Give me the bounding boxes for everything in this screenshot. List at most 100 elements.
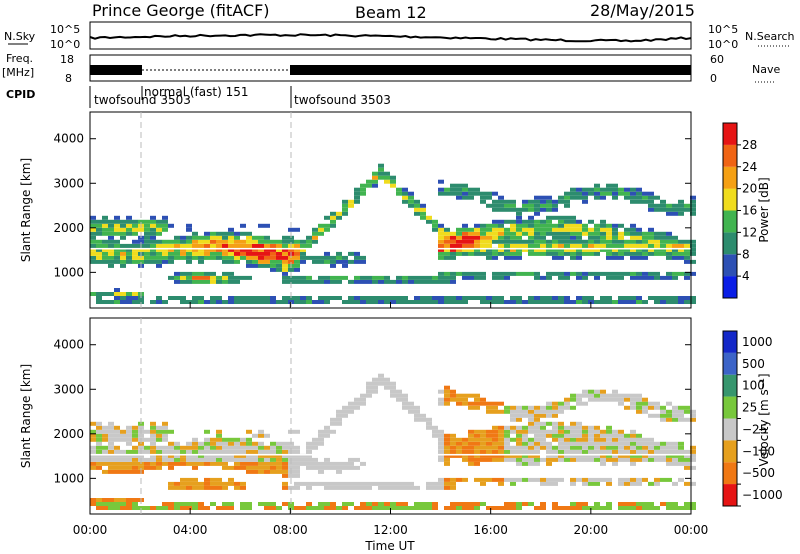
power-cell bbox=[678, 199, 684, 204]
power-cell bbox=[630, 271, 636, 276]
velocity-cell bbox=[486, 441, 492, 446]
power-cell bbox=[174, 239, 180, 244]
velocity-cell bbox=[642, 405, 648, 410]
velocity-cell bbox=[126, 506, 132, 510]
velocity-cell bbox=[174, 506, 180, 510]
velocity-cell bbox=[612, 397, 618, 402]
power-cell bbox=[204, 235, 210, 240]
power-ytick-label: 4000 bbox=[53, 132, 84, 146]
velocity-cell bbox=[156, 449, 162, 454]
power-cell bbox=[648, 243, 654, 248]
power-cell bbox=[204, 251, 210, 256]
velocity-cell bbox=[162, 453, 168, 458]
velocity-cell bbox=[600, 457, 606, 462]
velocity-cell bbox=[132, 457, 138, 462]
power-cell bbox=[132, 255, 138, 260]
power-cell bbox=[102, 259, 108, 264]
velocity-cell bbox=[558, 421, 564, 426]
velocity-cell bbox=[588, 433, 594, 438]
velocity-cell bbox=[546, 433, 552, 438]
velocity-cell bbox=[318, 437, 324, 442]
velocity-cell bbox=[522, 457, 528, 462]
velocity-cell bbox=[504, 457, 510, 462]
velocity-cell bbox=[204, 449, 210, 454]
power-cell bbox=[504, 235, 510, 240]
velocity-cell bbox=[606, 393, 612, 398]
velocity-cell bbox=[666, 417, 672, 422]
velocity-cell bbox=[450, 445, 456, 450]
power-cell bbox=[618, 191, 624, 196]
power-cell bbox=[678, 251, 684, 256]
power-cell bbox=[222, 275, 228, 280]
power-cell bbox=[222, 271, 228, 276]
power-cell bbox=[336, 296, 342, 300]
velocity-cell bbox=[216, 506, 222, 510]
velocity-cell bbox=[480, 457, 486, 462]
velocity-cell bbox=[198, 481, 204, 486]
power-cell bbox=[324, 275, 330, 280]
velocity-cell bbox=[630, 502, 636, 506]
power-cell bbox=[618, 247, 624, 252]
power-cell bbox=[240, 247, 246, 252]
power-cell bbox=[438, 243, 444, 248]
power-cell bbox=[342, 275, 348, 280]
velocity-cell bbox=[558, 437, 564, 442]
power-cell bbox=[282, 296, 288, 300]
power-cell bbox=[528, 219, 534, 224]
velocity-cell bbox=[606, 425, 612, 430]
power-cell bbox=[192, 271, 198, 276]
velocity-cell bbox=[690, 506, 696, 510]
power-cell bbox=[498, 199, 504, 204]
power-cell bbox=[684, 239, 690, 244]
power-cell bbox=[408, 191, 414, 196]
power-cell bbox=[348, 251, 354, 256]
velocity-cell bbox=[90, 465, 96, 470]
velocity-cell bbox=[552, 506, 558, 510]
power-cell bbox=[600, 191, 606, 196]
power-cell bbox=[558, 215, 564, 220]
velocity-cell bbox=[114, 506, 120, 510]
velocity-cell bbox=[522, 441, 528, 446]
velocity-cell bbox=[594, 481, 600, 486]
velocity-cell bbox=[246, 506, 252, 510]
power-cell bbox=[564, 300, 570, 304]
power-cell bbox=[474, 223, 480, 228]
power-cell bbox=[510, 231, 516, 236]
velocity-cell bbox=[516, 453, 522, 458]
velocity-cell bbox=[672, 405, 678, 410]
power-cell bbox=[480, 296, 486, 300]
power-cell bbox=[234, 239, 240, 244]
velocity-cell bbox=[108, 425, 114, 430]
velocity-cell bbox=[240, 457, 246, 462]
velocity-cell bbox=[486, 453, 492, 458]
velocity-cell bbox=[534, 461, 540, 466]
velocity-cell bbox=[318, 481, 324, 486]
power-cell bbox=[462, 275, 468, 280]
power-cell bbox=[198, 279, 204, 284]
velocity-cell bbox=[180, 461, 186, 466]
velocity-cell bbox=[504, 449, 510, 454]
velocity-cell bbox=[576, 429, 582, 434]
power-cell bbox=[420, 207, 426, 212]
velocity-cell bbox=[558, 457, 564, 462]
velocity-cell bbox=[324, 461, 330, 466]
velocity-cell bbox=[516, 506, 522, 510]
velocity-cell bbox=[120, 502, 126, 506]
velocity-cell bbox=[534, 417, 540, 422]
velocity-cell bbox=[210, 461, 216, 466]
velocity-cell bbox=[396, 506, 402, 510]
power-cell bbox=[516, 243, 522, 248]
velocity-cell bbox=[648, 405, 654, 410]
velocity-cell bbox=[534, 449, 540, 454]
velocity-cell bbox=[510, 437, 516, 442]
velocity-cell bbox=[90, 461, 96, 466]
velocity-cell bbox=[492, 457, 498, 462]
velocity-cell bbox=[114, 502, 120, 506]
power-cell bbox=[150, 231, 156, 236]
velocity-cell bbox=[498, 429, 504, 434]
velocity-cell bbox=[114, 498, 120, 502]
velocity-cell bbox=[672, 409, 678, 414]
power-cell bbox=[462, 191, 468, 196]
velocity-cell bbox=[480, 441, 486, 446]
velocity-cell bbox=[690, 453, 696, 458]
